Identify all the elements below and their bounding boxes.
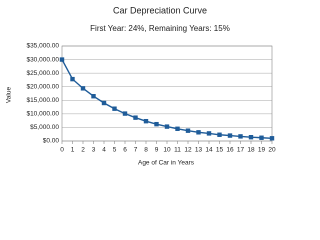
x-tick-label: 11 (174, 147, 181, 154)
data-point (164, 124, 170, 129)
x-tick-label: 19 (258, 147, 266, 154)
data-point (59, 57, 65, 62)
y-tick-label: $35,000.00 (26, 43, 59, 50)
data-point (154, 121, 159, 127)
x-tick-label: 7 (134, 147, 138, 154)
data-point (122, 111, 128, 116)
x-tick-label: 0 (60, 147, 64, 154)
plot-frame (61, 45, 273, 142)
data-point (80, 86, 86, 91)
data-point (217, 132, 222, 137)
y-tick-label: $15,000.00 (26, 97, 59, 104)
data-point (196, 130, 201, 135)
chart: Car Depreciation Curve First Year: 24%, … (6, 5, 276, 167)
x-tick-label: 14 (205, 147, 213, 154)
y-tick-label: $10,000.00 (26, 111, 59, 118)
data-point (101, 100, 107, 106)
x-tick-label: 5 (113, 147, 117, 154)
data-point (185, 128, 191, 133)
x-tick-label: 17 (237, 147, 245, 154)
y-tick-label: $30,000.00 (26, 56, 59, 63)
data-point (143, 118, 149, 124)
x-tick-label: 9 (155, 147, 159, 154)
data-point (91, 94, 96, 99)
chart-title: Car Depreciation Curve (113, 5, 207, 15)
data-point (227, 133, 233, 138)
x-tick-label: 3 (92, 147, 96, 154)
data-point (112, 106, 117, 111)
x-axis-label: Age of Car in Years (138, 160, 195, 167)
data-point (259, 135, 264, 140)
x-tick-label: 1 (71, 147, 75, 154)
y-tick-label: $20,000.00 (26, 83, 59, 90)
y-axis-label: Value (6, 87, 13, 104)
x-tick-label: 18 (247, 147, 255, 154)
data-point (269, 136, 275, 141)
data-point (175, 126, 180, 131)
x-tick-label: 16 (226, 147, 234, 154)
chart-subtitle: First Year: 24%, Remaining Years: 15% (90, 24, 230, 33)
x-tick-label: 2 (81, 147, 85, 154)
y-tick-label: $0.00 (43, 138, 60, 145)
x-tick-label: 10 (163, 147, 171, 154)
x-tick-label: 15 (216, 147, 224, 154)
x-tick-label: 8 (144, 147, 148, 154)
y-tick-label: $25,000.00 (26, 70, 59, 77)
x-tick-label: 12 (184, 147, 192, 154)
x-tick-label: 20 (268, 147, 276, 154)
x-tick-label: 6 (123, 147, 127, 154)
data-point (206, 131, 212, 136)
data-point (133, 115, 138, 120)
data-point (70, 76, 75, 82)
data-point (238, 134, 243, 139)
y-tick-label: $5,000.00 (30, 124, 59, 131)
x-tick-label: 4 (102, 147, 106, 154)
data-point (248, 135, 254, 140)
x-tick-label: 13 (195, 147, 203, 154)
